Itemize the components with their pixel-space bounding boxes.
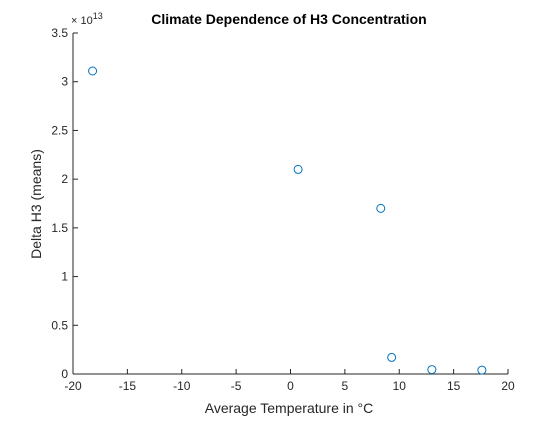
y-axis-exponent-label: × 1013: [71, 11, 103, 27]
y-tick-label: 0.5: [51, 318, 68, 332]
x-tick-label: 20: [501, 379, 515, 393]
x-tick-label: 10: [393, 379, 407, 393]
x-tick-label: 5: [342, 379, 349, 393]
data-point: [387, 352, 397, 362]
y-tick-label: 2.5: [51, 123, 68, 137]
x-axis-title: Average Temperature in °C: [205, 400, 374, 416]
x-tick-label: -5: [231, 379, 242, 393]
y-tick-label: 1: [61, 270, 68, 284]
y-tick-label: 3.5: [51, 26, 68, 40]
data-points: [88, 66, 487, 375]
x-tick-label: -20: [64, 379, 82, 393]
data-point: [427, 365, 437, 375]
data-point: [477, 365, 487, 375]
x-tick-label: -10: [173, 379, 191, 393]
data-point: [88, 66, 98, 76]
y-tick-label: 1.5: [51, 221, 68, 235]
data-point: [376, 203, 386, 213]
x-ticks: -20 -15 -10 -5 0 5 10 15 20: [64, 369, 515, 393]
x-tick-label: -15: [119, 379, 137, 393]
y-tick-label: 2: [61, 172, 68, 186]
x-tick-label: 0: [287, 379, 294, 393]
y-tick-label: 0: [61, 367, 68, 381]
y-exponent-power: 13: [93, 11, 103, 21]
chart-title: Climate Dependence of H3 Concentration: [151, 11, 426, 27]
y-axis-title: Delta H3 (means): [28, 149, 44, 259]
y-tick-label: 3: [61, 75, 68, 89]
x-tick-label: 15: [447, 379, 461, 393]
axes: [72, 33, 508, 375]
y-exponent-base: × 10: [71, 15, 93, 27]
y-ticks: 0 0.5 1 1.5 2 2.5 3 3.5: [51, 26, 78, 381]
data-point: [293, 164, 303, 174]
